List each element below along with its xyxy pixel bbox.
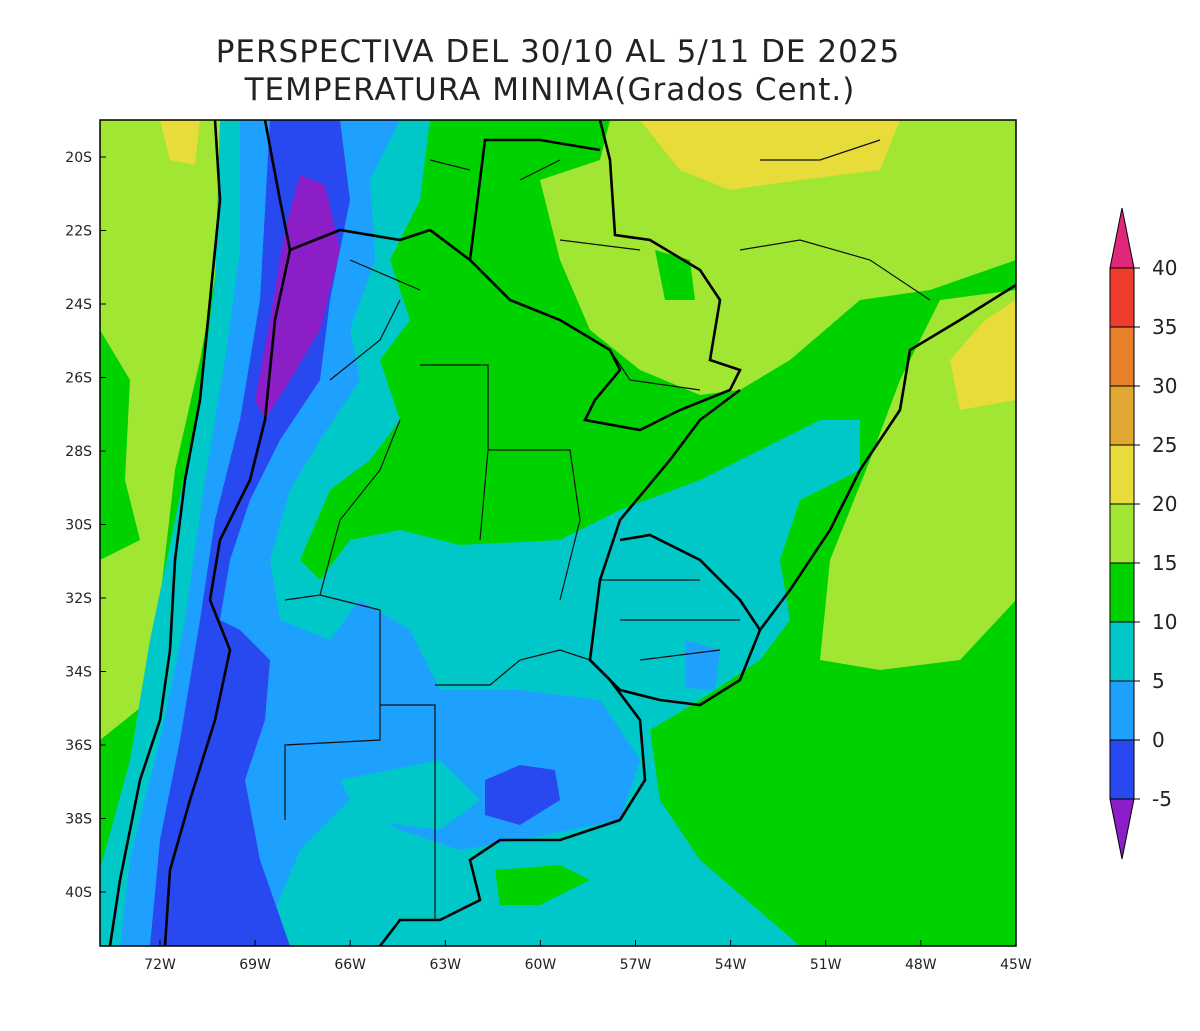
map bbox=[100, 120, 1016, 946]
colorbar-label: 5 bbox=[1152, 669, 1165, 693]
lon-label: 66W bbox=[334, 957, 366, 973]
colorbar-segment bbox=[1109, 503, 1135, 564]
lat-label: 20S bbox=[65, 150, 92, 166]
colorbar-label: 25 bbox=[1152, 433, 1177, 457]
colorbar-segment bbox=[1109, 562, 1135, 623]
colorbar-segment bbox=[1109, 444, 1135, 505]
colorbar-arrow bbox=[1109, 798, 1135, 860]
colorbar-arrow bbox=[1109, 207, 1135, 269]
lat-label: 22S bbox=[65, 224, 92, 240]
lat-label: 34S bbox=[65, 665, 92, 681]
lon-label: 69W bbox=[239, 957, 271, 973]
title-line: PERSPECTIVA DEL 30/10 AL 5/11 DE 2025 bbox=[216, 34, 901, 70]
colorbar-label: 35 bbox=[1152, 315, 1177, 339]
colorbar-segment bbox=[1109, 739, 1135, 800]
lon-label: 72W bbox=[144, 957, 176, 973]
lat-label: 30S bbox=[65, 518, 92, 534]
lat-label: 24S bbox=[65, 297, 92, 313]
lon-label: 63W bbox=[429, 957, 461, 973]
colorbar-label: 10 bbox=[1152, 610, 1177, 634]
lat-label: 28S bbox=[65, 444, 92, 460]
axes: 20S 22S 24S 26S 28S 30S 32S 34S 36S 38S 40S 72W 69W 6… bbox=[65, 150, 1032, 973]
lon-label: 51W bbox=[810, 957, 842, 973]
lon-label: 60W bbox=[525, 957, 557, 973]
lon-label: 57W bbox=[620, 957, 652, 973]
colorbar-label: 0 bbox=[1152, 728, 1165, 752]
lat-label: 36S bbox=[65, 738, 92, 754]
colorbar-segment bbox=[1109, 385, 1135, 446]
lon-label: 48W bbox=[905, 957, 937, 973]
map-frame bbox=[99, 119, 1017, 947]
lat-label: 40S bbox=[65, 885, 92, 901]
colorbar-segment bbox=[1109, 267, 1135, 328]
colorbar-label: 30 bbox=[1152, 374, 1177, 398]
colorbar-segment bbox=[1109, 680, 1135, 741]
colorbar-label: -5 bbox=[1152, 787, 1172, 811]
colorbar-label: 15 bbox=[1152, 551, 1177, 575]
colorbar: -5 0 5 10 15 20 25 30 35 40 bbox=[1109, 207, 1177, 860]
lat-label: 38S bbox=[65, 812, 92, 828]
lat-label: 26S bbox=[65, 371, 92, 387]
colorbar-label: 40 bbox=[1152, 256, 1177, 280]
title-line: TEMPERATURA MINIMA(Grados Cent.) bbox=[244, 72, 856, 108]
lon-label: 45W bbox=[1000, 957, 1032, 973]
colorbar-segment bbox=[1109, 621, 1135, 682]
colorbar-segment bbox=[1109, 326, 1135, 387]
lon-label: 54W bbox=[715, 957, 747, 973]
colorbar-label: 20 bbox=[1152, 492, 1177, 516]
lat-label: 32S bbox=[65, 591, 92, 607]
